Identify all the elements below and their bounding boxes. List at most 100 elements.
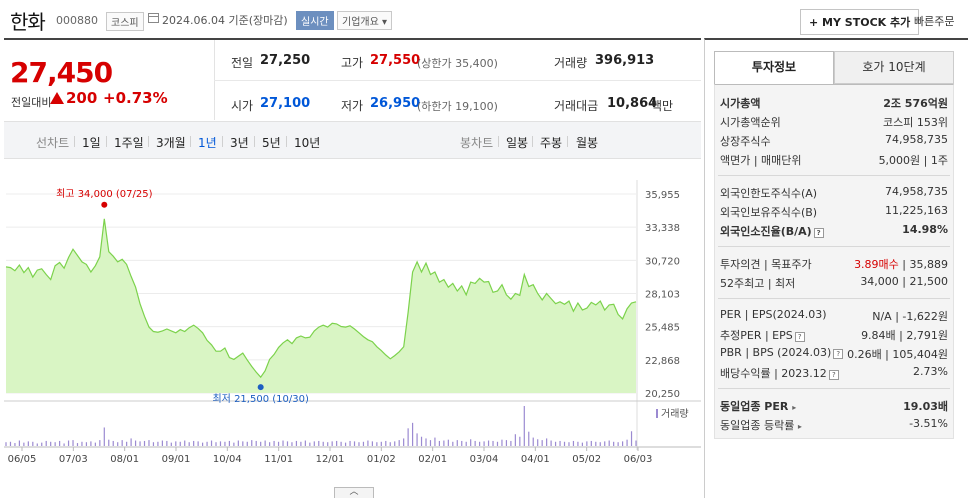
market-cap-label: 시가총액 bbox=[720, 97, 761, 110]
volume-bar bbox=[219, 441, 222, 446]
volume-bar bbox=[121, 440, 123, 446]
pbr-label: PBR | BPS (2024.03)? bbox=[720, 346, 844, 359]
tab-invest-info[interactable]: 투자정보 bbox=[714, 51, 834, 84]
volume-bar bbox=[599, 442, 601, 446]
volume-bar bbox=[14, 443, 16, 446]
volume-bar bbox=[322, 441, 324, 446]
help-icon[interactable]: ? bbox=[813, 228, 824, 238]
volume-bar bbox=[117, 442, 119, 446]
volume-bar bbox=[224, 441, 226, 446]
market-cap-rank-value: 코스피 153위 bbox=[883, 116, 948, 129]
volume-bar bbox=[621, 441, 624, 446]
volume-bar bbox=[32, 441, 34, 446]
industry-rate-value: -3.51% bbox=[909, 417, 948, 430]
dividend-value: 2.73% bbox=[913, 365, 948, 378]
volume-bar bbox=[434, 437, 436, 446]
volume-bar bbox=[36, 443, 38, 446]
add-my-stock-button[interactable]: + MY STOCK 추가 bbox=[800, 9, 920, 35]
tab-weekly[interactable]: 주봉 bbox=[540, 136, 563, 150]
volume-bar bbox=[331, 441, 333, 446]
tab-3y[interactable]: 3년 bbox=[230, 136, 249, 150]
line-chart-label: 선차트 bbox=[36, 136, 70, 150]
dividend-label: 배당수익률 | 2023.12? bbox=[720, 365, 839, 381]
max-marker bbox=[101, 201, 108, 208]
tab-monthly[interactable]: 월봉 bbox=[576, 136, 599, 150]
x-tick-label: 01/02 bbox=[367, 454, 396, 465]
volume-bar bbox=[371, 441, 373, 446]
realtime-button[interactable]: 실시간 bbox=[296, 11, 334, 30]
par-label: 액면가 | 매매단위 bbox=[720, 154, 802, 167]
volume-bar bbox=[380, 441, 382, 446]
company-overview-dropdown[interactable]: 기업개요 ▾ bbox=[337, 11, 392, 30]
tab-10y[interactable]: 10년 bbox=[294, 136, 321, 150]
volume-bar bbox=[90, 441, 92, 446]
industry-per-label[interactable]: 동일업종 PER ▸ bbox=[720, 398, 796, 414]
divider bbox=[214, 80, 701, 81]
industry-rate-row[interactable]: 동일업종 등락률 ▸ -3.51% bbox=[720, 417, 948, 433]
foreign-limit-label: 외국인한도주식수(A) bbox=[720, 187, 818, 200]
x-tick-label: 10/04 bbox=[213, 454, 242, 465]
market-cap-row: 시가총액 2조 576억원 bbox=[720, 95, 948, 111]
volume-bar bbox=[251, 440, 253, 446]
foreign-ratio-label: 외국인소진율(B/A)? bbox=[720, 223, 824, 239]
min-marker bbox=[257, 384, 264, 391]
volume-bar bbox=[505, 440, 508, 446]
volume-bar bbox=[269, 442, 271, 446]
volume-bar bbox=[233, 442, 235, 446]
volume-bar bbox=[45, 440, 47, 446]
volume-bar bbox=[112, 440, 114, 446]
quick-order-link[interactable]: 빠른주문 bbox=[914, 15, 955, 28]
tab-daily[interactable]: 일봉 bbox=[506, 136, 529, 150]
help-icon[interactable]: ? bbox=[833, 349, 844, 359]
industry-per-text: 동일업종 PER bbox=[720, 400, 789, 413]
price-line bbox=[5, 218, 637, 379]
industry-rate-label[interactable]: 동일업종 등락률 ▸ bbox=[720, 417, 802, 433]
volume-bar bbox=[389, 442, 391, 446]
tab-3m[interactable]: 3개월 bbox=[156, 136, 186, 150]
help-icon[interactable]: ? bbox=[828, 370, 839, 380]
x-tick-label: 05/02 bbox=[572, 454, 601, 465]
shares-value: 74,958,735 bbox=[885, 133, 948, 146]
volume-bar bbox=[170, 442, 172, 446]
volume-bar bbox=[336, 440, 338, 446]
volume-bar bbox=[18, 440, 21, 446]
volume-label: 거래량 bbox=[554, 56, 588, 70]
industry-per-value: 19.03배 bbox=[903, 400, 948, 413]
volume-bar bbox=[376, 442, 378, 446]
calendar-icon bbox=[148, 13, 159, 23]
opinion-text: 3.89매수 bbox=[854, 258, 899, 271]
help-icon[interactable]: ? bbox=[794, 332, 805, 342]
lower-limit: (하한가 19,100) bbox=[417, 100, 498, 113]
min-label: 최저 21,500 (10/30) bbox=[212, 393, 308, 405]
volume-bar bbox=[563, 441, 566, 446]
volume-bar bbox=[608, 440, 610, 446]
open-value: 27,100 bbox=[260, 96, 311, 111]
divider bbox=[718, 298, 950, 299]
volume-bar bbox=[443, 440, 445, 446]
high-label: 고가 bbox=[341, 56, 364, 70]
volume-bar bbox=[81, 441, 83, 446]
y-tick-label: 22,868 bbox=[645, 356, 680, 367]
price-chart[interactable]: 35,955 33,338 30,720 28,103 25,485 22,868 20,2… bbox=[4, 160, 701, 470]
volume-bar bbox=[617, 442, 619, 446]
volume-bar bbox=[50, 441, 52, 446]
foreign-limit-row: 외국인한도주식수(A) 74,958,735 bbox=[720, 185, 948, 201]
tab-5y[interactable]: 5년 bbox=[262, 136, 281, 150]
volume-bar bbox=[595, 441, 597, 446]
volume-bar bbox=[152, 442, 155, 446]
collapse-chart-button[interactable]: ︿ bbox=[334, 487, 374, 498]
volume-bar bbox=[483, 441, 485, 446]
tab-1d[interactable]: 1일 bbox=[82, 136, 101, 150]
tab-1w[interactable]: 1주일 bbox=[114, 136, 144, 150]
divider bbox=[106, 136, 107, 147]
volume-bar bbox=[188, 442, 190, 446]
industry-per-row[interactable]: 동일업종 PER ▸ 19.03배 bbox=[720, 398, 948, 414]
divider bbox=[498, 136, 499, 147]
volume-bar bbox=[179, 441, 181, 446]
volume-bar bbox=[143, 440, 146, 446]
x-tick-label: 06/03 bbox=[624, 454, 653, 465]
y-tick-label: 35,955 bbox=[645, 190, 680, 201]
tab-1y[interactable]: 1년 bbox=[198, 136, 217, 150]
x-tick-label: 11/01 bbox=[264, 454, 293, 465]
tab-order-book[interactable]: 호가 10단계 bbox=[834, 51, 954, 84]
